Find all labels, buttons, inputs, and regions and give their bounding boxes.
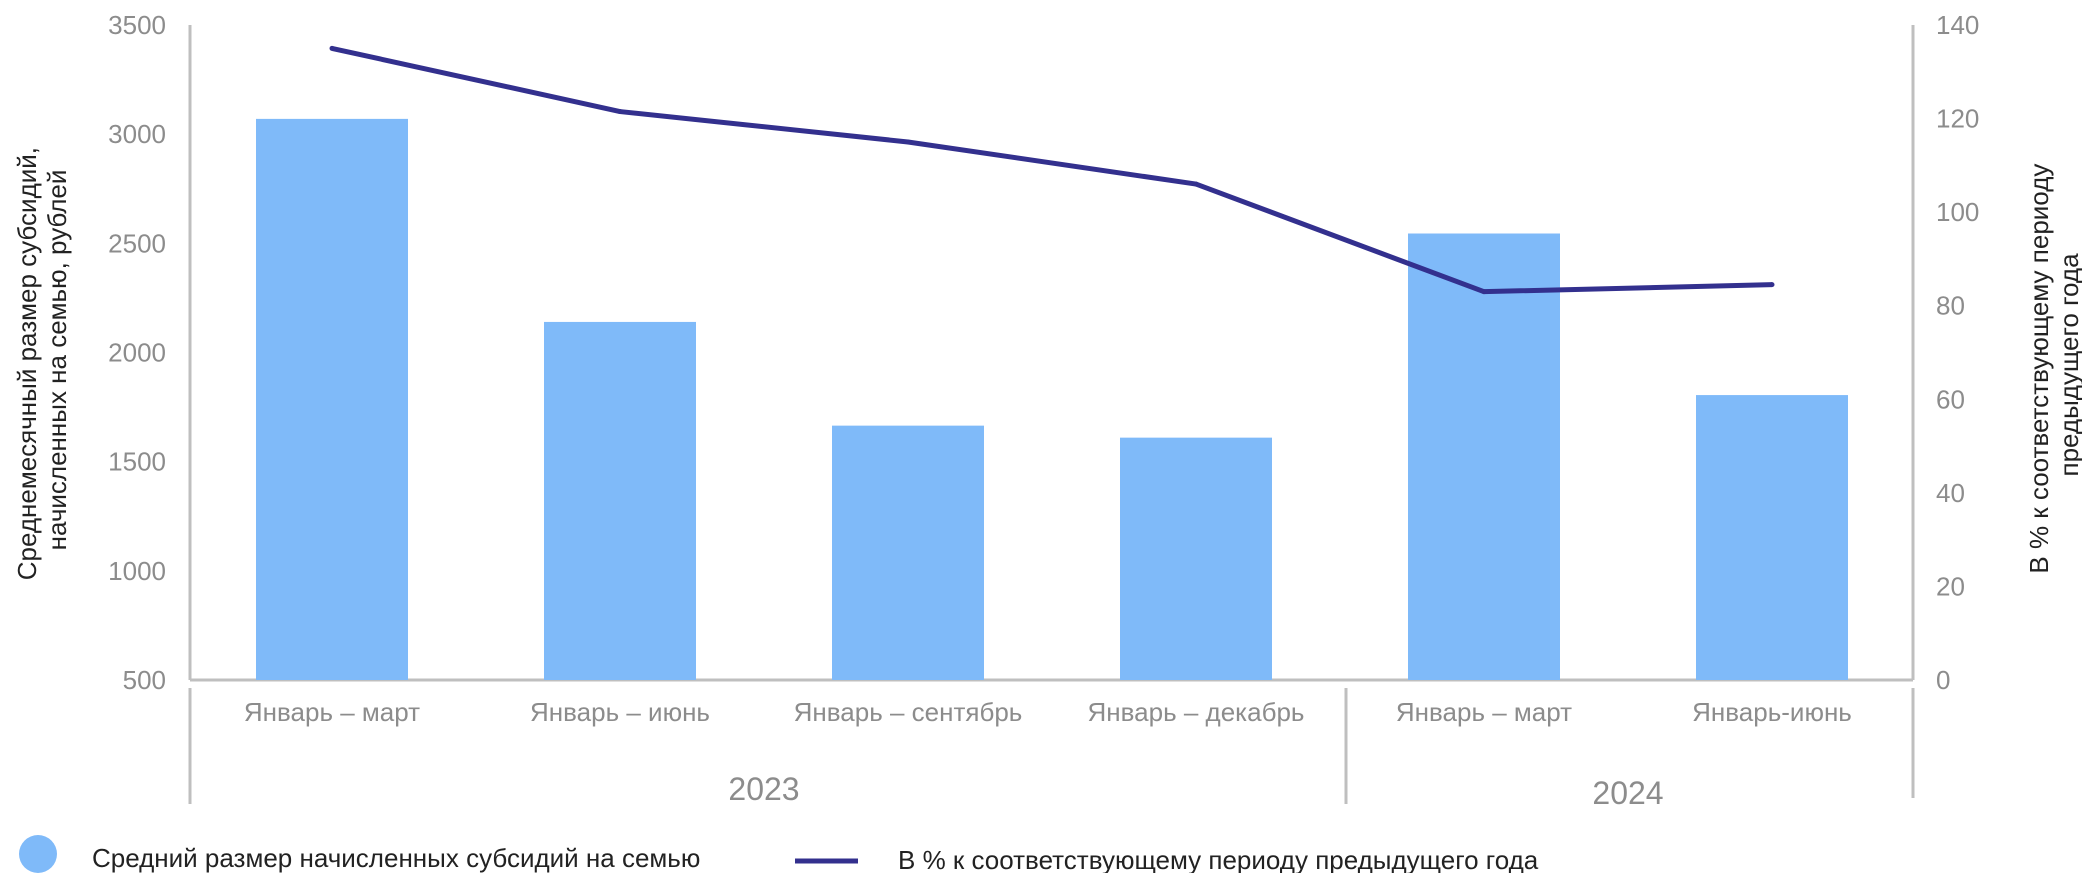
category-label: Январь – март: [1396, 697, 1572, 727]
right-y-tick-labels: 140 120 100 80 60 40 20 0: [1936, 10, 1979, 695]
right-y-tick-label: 20: [1936, 571, 1965, 601]
bar: [832, 425, 984, 680]
group-label: 2024: [1592, 775, 1663, 811]
line-point: [329, 45, 335, 51]
right-y-tick-label: 0: [1936, 665, 1950, 695]
left-y-axis-title: Среднемесячный размер субсидий, начислен…: [12, 140, 72, 581]
legend-bar-marker: [19, 835, 57, 873]
line-point: [1193, 181, 1199, 187]
line-series: [329, 45, 1775, 295]
right-y-tick-label: 140: [1936, 10, 1979, 40]
category-label: Январь – декабрь: [1088, 697, 1305, 727]
right-y-tick-label: 80: [1936, 291, 1965, 321]
category-label: Январь – март: [244, 697, 420, 727]
left-y-tick-label: 1000: [108, 556, 166, 586]
legend-line-label: В % к соответствующему периоду предыдуще…: [898, 845, 1539, 873]
series-line: [331, 45, 1773, 295]
left-y-tick-label: 1500: [108, 447, 166, 477]
bar: [1408, 233, 1560, 680]
line-point: [1481, 289, 1487, 295]
left-y-tick-labels: 3500 3000 2500 2000 1500 1000 500: [108, 10, 166, 695]
left-y-tick-label: 500: [123, 665, 166, 695]
category-label: Январь – сентябрь: [794, 697, 1023, 727]
left-y-tick-label: 3000: [108, 119, 166, 149]
line-point: [1769, 282, 1775, 288]
bar: [544, 321, 696, 680]
line-point: [905, 139, 911, 145]
bar-series: [256, 118, 1848, 681]
left-y-tick-label: 2000: [108, 338, 166, 368]
bar: [256, 118, 408, 681]
left-y-tick-label: 3500: [108, 10, 166, 40]
line-point: [617, 109, 623, 115]
axes-layer: [188, 25, 1915, 804]
left-y-axis-title-line2: начисленных на семью, рублей: [42, 170, 72, 551]
category-label: Январь – июнь: [530, 697, 710, 727]
bar: [1696, 395, 1848, 680]
legend-bar-label: Средний размер начисленных субсидий на с…: [92, 843, 700, 873]
left-y-tick-label: 2500: [108, 228, 166, 258]
right-y-axis-title-line1: В % к соответствующему периоду: [2024, 164, 2054, 574]
right-y-tick-label: 120: [1936, 104, 1979, 134]
group-label: 2023: [728, 771, 799, 807]
left-y-axis-title-line1: Среднемесячный размер субсидий,: [12, 147, 42, 580]
right-y-tick-label: 40: [1936, 478, 1965, 508]
legend: Средний размер начисленных субсидий на с…: [19, 835, 1539, 873]
right-y-axis-title-line2: предыдущего года: [2054, 253, 2082, 477]
right-y-axis-title: В % к соответствующему периоду предыдуще…: [2024, 156, 2082, 573]
bar: [1120, 437, 1272, 680]
category-labels: Январь – март Январь – июнь Январь – сентя…: [244, 697, 1852, 727]
group-labels: 2023 2024: [728, 771, 1663, 811]
right-y-tick-label: 100: [1936, 197, 1979, 227]
right-y-tick-label: 60: [1936, 384, 1965, 414]
category-label: Январь-июнь: [1692, 697, 1852, 727]
